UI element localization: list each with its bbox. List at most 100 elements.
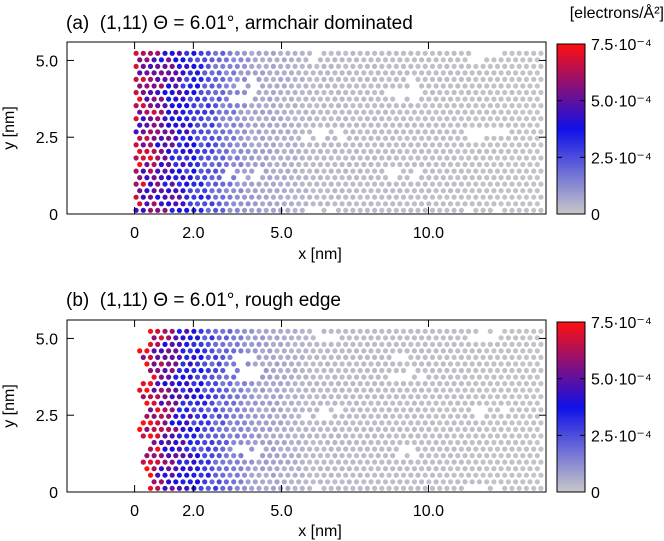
atom (162, 459, 168, 465)
atom (198, 155, 204, 161)
atom (245, 201, 251, 207)
atom (209, 135, 215, 141)
atom (335, 354, 342, 360)
atom (256, 207, 262, 213)
atom (263, 328, 269, 334)
atom (415, 155, 421, 161)
atom (155, 459, 161, 465)
atom (531, 142, 537, 148)
atom (353, 57, 360, 63)
atom (476, 479, 482, 485)
atom (346, 348, 352, 354)
atom (278, 50, 284, 56)
atom (176, 129, 182, 135)
atom (429, 381, 436, 387)
atom (375, 439, 381, 446)
atom (466, 407, 472, 413)
atom (386, 129, 392, 135)
atom (534, 400, 540, 406)
atom (372, 129, 378, 135)
atom (238, 161, 244, 168)
atom (278, 207, 284, 213)
atom (155, 194, 161, 200)
atom (534, 148, 540, 154)
atom (429, 446, 436, 452)
atom (231, 148, 237, 154)
atom (335, 394, 342, 400)
y-axis-label-b: y [nm] (1, 384, 18, 428)
atom (256, 407, 262, 413)
atom (487, 142, 493, 148)
atom (176, 394, 182, 400)
atom (346, 400, 352, 406)
atom (513, 387, 519, 393)
atom (180, 175, 186, 181)
atom (397, 335, 403, 341)
atom (314, 341, 320, 347)
atom (364, 89, 370, 96)
atom (260, 135, 266, 141)
atom (411, 335, 417, 341)
atom (241, 181, 248, 187)
atom (440, 426, 446, 432)
atom (538, 354, 544, 360)
atom (249, 472, 255, 478)
atom (527, 413, 533, 419)
atom (531, 341, 537, 347)
atom (509, 89, 515, 96)
atom (238, 413, 244, 419)
atom (162, 354, 168, 360)
atom (466, 459, 472, 465)
atom (252, 135, 258, 141)
atom (321, 433, 327, 439)
atom (494, 407, 501, 413)
atom (386, 50, 392, 56)
atom (502, 381, 508, 387)
atom (531, 381, 537, 387)
atom (458, 63, 464, 69)
atom (296, 148, 302, 154)
atom (332, 83, 338, 89)
atom (339, 453, 345, 459)
atom (440, 70, 446, 76)
atom (310, 466, 316, 472)
atom (368, 374, 374, 380)
atom (241, 459, 248, 465)
atom (191, 433, 197, 439)
atom (469, 348, 475, 354)
atom (480, 341, 486, 347)
atom (205, 103, 211, 109)
atom (216, 374, 222, 380)
atom (368, 161, 374, 168)
atom (292, 194, 298, 200)
atom (339, 400, 345, 406)
atom (487, 181, 493, 187)
atom (173, 453, 179, 459)
atom (375, 466, 381, 472)
atom (335, 76, 342, 82)
atom (433, 96, 439, 102)
panel-a-title: (a) (1,11) Θ = 6.01°, armchair dominated (66, 13, 413, 34)
atom (216, 201, 222, 207)
atom (176, 367, 182, 374)
atom (382, 361, 389, 367)
atom (147, 129, 154, 135)
atom (415, 394, 421, 400)
atom (220, 367, 226, 374)
atom (151, 439, 157, 446)
atom (343, 485, 349, 491)
atom (444, 328, 450, 334)
atom (513, 122, 519, 128)
atom (444, 381, 450, 387)
atom (516, 103, 522, 109)
atom (198, 420, 204, 426)
atom (194, 122, 201, 128)
atom (227, 63, 233, 69)
atom (317, 348, 323, 354)
atom (267, 109, 273, 115)
atom (328, 341, 334, 347)
atom (494, 142, 501, 148)
atom (386, 116, 392, 122)
atom (332, 413, 338, 419)
atom (310, 161, 316, 168)
